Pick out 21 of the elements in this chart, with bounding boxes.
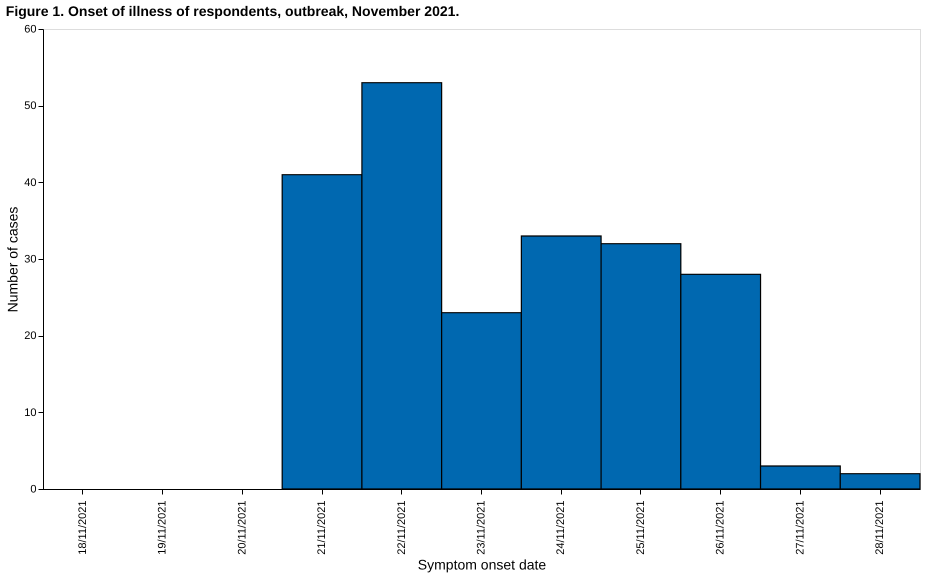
x-tick-label: 19/11/2021	[156, 500, 169, 555]
x-tick-label: 20/11/2021	[236, 500, 248, 555]
x-tick-label: 21/11/2021	[316, 500, 328, 555]
y-tick-label: 40	[24, 176, 36, 189]
x-tick-label: 24/11/2021	[555, 500, 568, 555]
x-tick-label: 25/11/2021	[634, 500, 647, 555]
x-tick-label: 23/11/2021	[476, 500, 488, 555]
x-tick-label: 26/11/2021	[714, 500, 727, 555]
x-tick-label: 27/11/2021	[794, 500, 806, 555]
y-tick-label: 60	[24, 24, 36, 36]
y-axis-title: Number of cases	[4, 206, 20, 312]
x-axis-title: Symptom onset date	[418, 556, 546, 573]
x-tick-label: 22/11/2021	[396, 500, 408, 555]
y-tick-label: 10	[24, 406, 36, 419]
y-tick-label: 30	[24, 254, 36, 266]
x-tick-label: 28/11/2021	[874, 500, 886, 555]
y-tick-label: 0	[30, 484, 36, 496]
chart-title: Figure 1. Onset of illness of respondents, outbreak, November 2021.	[6, 3, 460, 19]
y-tick-label: 20	[24, 330, 36, 342]
y-tick-label: 50	[24, 100, 36, 112]
x-tick-label: 18/11/2021	[76, 500, 89, 555]
